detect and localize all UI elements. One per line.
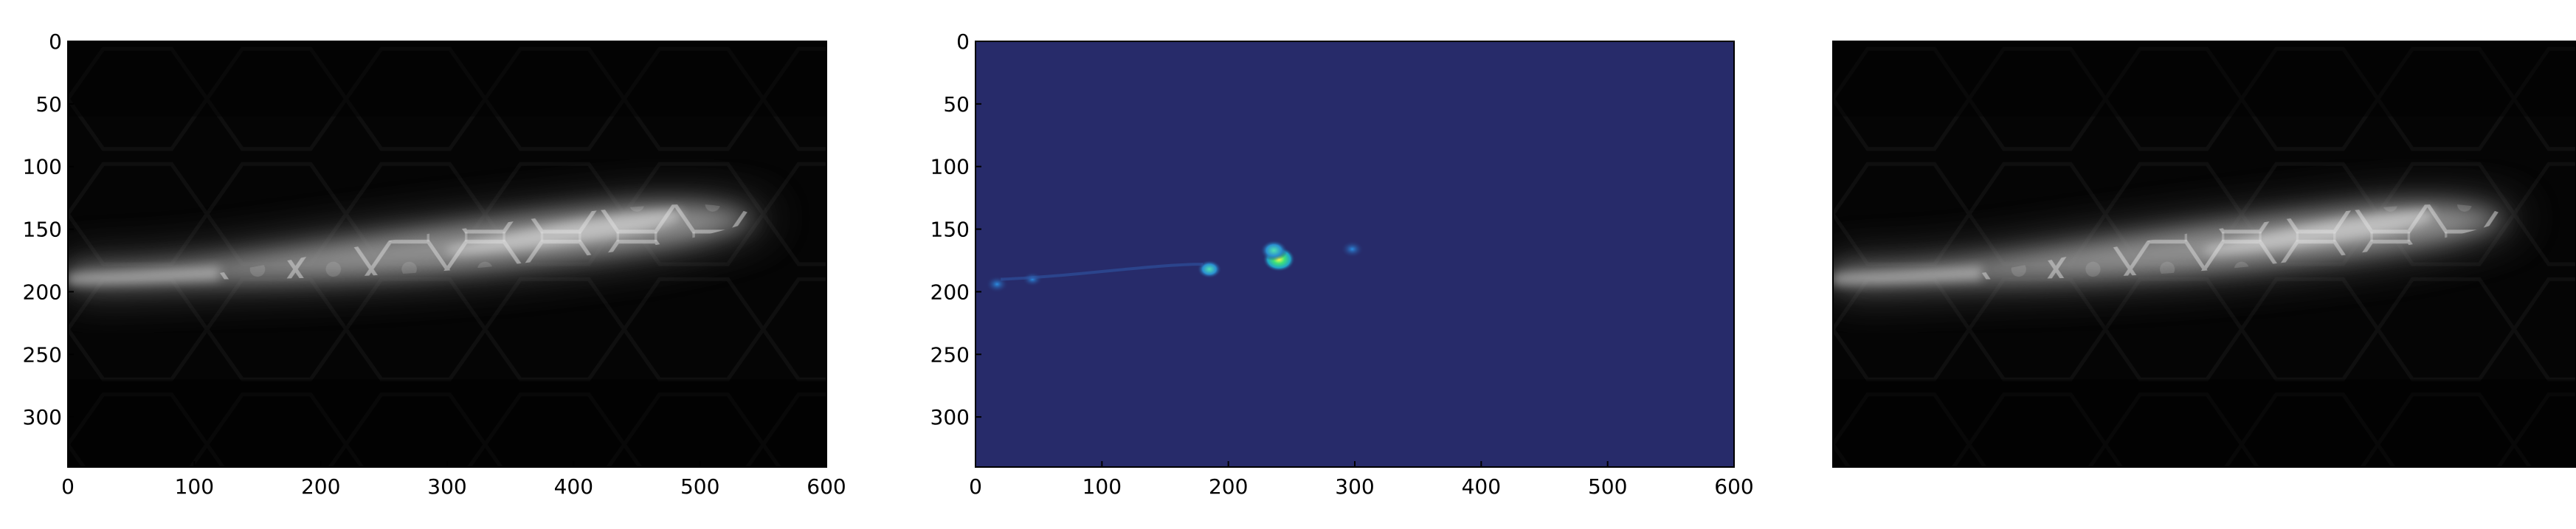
y-tick-label: 300 bbox=[23, 405, 62, 429]
y-tick-label: 100 bbox=[23, 155, 62, 179]
x-tick-label: 200 bbox=[1209, 474, 1248, 499]
y-tick-label: 150 bbox=[930, 218, 970, 242]
x-tick-label: 0 bbox=[969, 474, 982, 499]
y-tick-label: 300 bbox=[930, 405, 970, 429]
y-tick-label: 50 bbox=[35, 92, 62, 117]
heatmap-trail bbox=[1001, 263, 1204, 281]
microscopy-image-right bbox=[1833, 41, 2576, 467]
x-tick-label: 300 bbox=[1335, 474, 1374, 499]
y-tick-label: 0 bbox=[49, 30, 62, 54]
heatmap-hotspot bbox=[1022, 272, 1043, 287]
x-tick-label: 500 bbox=[680, 474, 719, 499]
tick-layer-left: 0 100 200 300 400 500 600 0 50 100 150 200 250 300 bbox=[23, 30, 846, 499]
y-tick-label: 50 bbox=[943, 92, 970, 117]
x-tick-label: 400 bbox=[554, 474, 593, 499]
panel-middle: 0 100 200 300 400 500 600 0 50 100 150 200 250 300 bbox=[930, 30, 1754, 499]
heatmap-hotspot bbox=[1197, 260, 1222, 279]
x-tick-label: 100 bbox=[175, 474, 214, 499]
y-tick-label: 250 bbox=[23, 342, 62, 367]
heatmap-hotspot bbox=[1341, 241, 1364, 258]
x-tick-label: 300 bbox=[427, 474, 466, 499]
microscopy-image-left bbox=[68, 41, 826, 467]
image-border-right bbox=[1832, 41, 2576, 468]
y-tick-label: 0 bbox=[956, 30, 970, 54]
x-tick-label: 600 bbox=[807, 474, 846, 499]
x-tick-label: 600 bbox=[1714, 474, 1753, 499]
panel-right bbox=[1832, 41, 2576, 468]
y-tick-label: 250 bbox=[930, 342, 970, 367]
x-tick-label: 200 bbox=[301, 474, 340, 499]
heatmap-hotspot bbox=[1260, 240, 1288, 261]
x-tick-label: 500 bbox=[1588, 474, 1627, 499]
x-tick-label: 0 bbox=[61, 474, 75, 499]
y-tick-label: 100 bbox=[930, 155, 970, 179]
x-tick-label: 400 bbox=[1462, 474, 1501, 499]
y-tick-label: 200 bbox=[23, 280, 62, 304]
y-tick-label: 150 bbox=[23, 218, 62, 242]
panel-left: 0 100 200 300 400 500 600 0 50 100 150 200 250 300 bbox=[23, 30, 846, 499]
tick-layer-middle: 0 100 200 300 400 500 600 0 50 100 150 200 250 300 bbox=[930, 30, 1754, 499]
heatmap-hotspots bbox=[985, 240, 1364, 293]
y-tick-label: 200 bbox=[930, 280, 970, 304]
x-tick-label: 100 bbox=[1082, 474, 1122, 499]
